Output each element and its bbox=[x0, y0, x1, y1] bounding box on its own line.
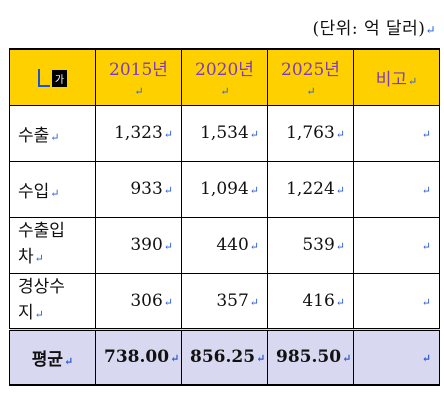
cell-value: 933 bbox=[130, 179, 163, 199]
row-label: 수출 bbox=[18, 125, 50, 146]
paragraph-mark-icon: ↵ bbox=[306, 84, 316, 98]
cell-value: 390 bbox=[130, 235, 163, 255]
header-year-label: 2015년 bbox=[109, 59, 168, 80]
paragraph-mark-icon: ↵ bbox=[134, 84, 144, 98]
table-row: 수입↵ 933↵ 1,094↵ 1,224↵ ↵ bbox=[9, 160, 440, 218]
paragraph-mark-icon: ↵ bbox=[163, 240, 173, 253]
paragraph-mark-icon: ↵ bbox=[163, 295, 173, 309]
average-label-cell[interactable]: 평균↵ bbox=[9, 327, 96, 386]
value-cell[interactable]: 933↵ bbox=[95, 160, 182, 218]
value-cell[interactable]: 1,323↵ bbox=[95, 104, 182, 162]
row-label-cell[interactable]: 수입↵ bbox=[9, 160, 96, 218]
row-label-line: 차 bbox=[18, 247, 34, 267]
paragraph-mark-icon: ↵ bbox=[335, 184, 345, 197]
row-label-line: 지 bbox=[18, 302, 34, 323]
header-year-2020[interactable]: 2020년 ↵ bbox=[181, 48, 268, 106]
average-value-cell[interactable]: 856.25↵ bbox=[181, 327, 268, 386]
cell-value: 440 bbox=[216, 235, 249, 255]
paragraph-mark-icon: ↵ bbox=[421, 352, 431, 366]
value-cell[interactable]: 1,094↵ bbox=[181, 160, 268, 218]
average-value-cell[interactable]: 985.50↵ bbox=[267, 327, 354, 386]
paragraph-mark-icon: ↵ bbox=[249, 295, 259, 309]
paragraph-mark-icon: ↵ bbox=[163, 128, 173, 141]
value-cell[interactable]: 440↵ bbox=[181, 216, 268, 274]
paragraph-mark-icon: ↵ bbox=[34, 252, 44, 265]
table-row: 경상수 지↵ 306↵ 357↵ 416↵ ↵ bbox=[9, 272, 440, 330]
header-note[interactable]: 비고↵ bbox=[353, 48, 440, 106]
average-note-cell[interactable]: ↵ bbox=[353, 327, 440, 386]
note-cell[interactable]: ↵ bbox=[353, 272, 440, 330]
cell-value: 1,323 bbox=[114, 123, 163, 143]
paragraph-mark-icon: ↵ bbox=[50, 130, 60, 144]
header-year-label: 2020년 bbox=[195, 59, 254, 80]
cell-value: 1,763 bbox=[286, 123, 335, 143]
value-cell[interactable]: 306↵ bbox=[95, 272, 182, 330]
paragraph-mark-icon: ↵ bbox=[335, 128, 345, 141]
cell-value: 1,224 bbox=[286, 179, 335, 199]
paragraph-mark-icon: ↵ bbox=[421, 184, 431, 197]
value-cell[interactable]: 1,763↵ bbox=[267, 104, 354, 162]
value-cell[interactable]: 539↵ bbox=[267, 216, 354, 274]
paragraph-mark-icon: ↵ bbox=[425, 23, 436, 37]
header-year-label: 2025년 bbox=[281, 59, 340, 80]
value-cell[interactable]: 1,224↵ bbox=[267, 160, 354, 218]
paragraph-mark-icon: ↵ bbox=[335, 295, 345, 309]
paragraph-mark-icon: ↵ bbox=[408, 74, 418, 88]
paragraph-mark-icon: ↵ bbox=[50, 186, 60, 200]
paragraph-mark-icon: ↵ bbox=[249, 240, 259, 253]
unit-note-text: (단위: 억 달러) bbox=[312, 19, 426, 39]
row-label-cell[interactable]: 수출↵ bbox=[9, 104, 96, 162]
value-cell[interactable]: 390↵ bbox=[95, 216, 182, 274]
average-row: 평균↵ 738.00↵ 856.25↵ 985.50↵ ↵ bbox=[9, 327, 440, 386]
cell-value: 416 bbox=[302, 290, 335, 311]
table-header-row: 가 2015년↵ 2020년↵ 2025년↵ 비고↵ bbox=[9, 48, 440, 106]
header-corner-cell[interactable]: 가 bbox=[9, 48, 96, 106]
cell-value: 1,094 bbox=[200, 179, 249, 199]
paragraph-mark-icon: ↵ bbox=[34, 307, 44, 321]
header-note-label: 비고 bbox=[375, 69, 408, 90]
row-label-line: 수출입 bbox=[18, 221, 65, 241]
value-cell[interactable]: 1,534↵ bbox=[181, 104, 268, 162]
paragraph-mark-icon: ↵ bbox=[256, 352, 266, 366]
input-mode-badge: 가 bbox=[51, 70, 68, 88]
average-label: 평균 bbox=[31, 349, 64, 370]
average-value-cell[interactable]: 738.00↵ bbox=[95, 327, 182, 386]
average-value: 985.50 bbox=[276, 347, 342, 368]
note-cell[interactable]: ↵ bbox=[353, 216, 440, 274]
paragraph-mark-icon: ↵ bbox=[220, 84, 230, 98]
note-cell[interactable]: ↵ bbox=[353, 160, 440, 218]
paragraph-mark-icon: ↵ bbox=[170, 352, 180, 366]
header-year-2015[interactable]: 2015년 ↵ bbox=[95, 48, 182, 106]
header-year-2025[interactable]: 2025년 ↵ bbox=[267, 48, 354, 106]
table-row: 수출입 차↵ 390↵ 440↵ 539↵ ↵ bbox=[9, 216, 440, 274]
table-row: 수출↵ 1,323↵ 1,534↵ 1,763↵ ↵ bbox=[9, 104, 440, 162]
data-table: 가 2015년↵ 2020년↵ 2025년↵ 비고↵ 수출↵ 1,323↵ 1,… bbox=[9, 48, 440, 386]
note-cell[interactable]: ↵ bbox=[353, 104, 440, 162]
text-cursor-icon bbox=[37, 68, 50, 87]
cell-value: 1,534 bbox=[200, 123, 249, 143]
cell-value: 539 bbox=[302, 235, 335, 255]
paragraph-mark-icon: ↵ bbox=[421, 240, 431, 253]
paragraph-mark-icon: ↵ bbox=[249, 128, 259, 141]
paragraph-mark-icon: ↵ bbox=[421, 295, 431, 309]
paragraph-mark-icon: ↵ bbox=[421, 128, 431, 141]
paragraph-mark-icon: ↵ bbox=[64, 354, 74, 368]
cell-value: 306 bbox=[130, 290, 163, 311]
paragraph-mark-icon: ↵ bbox=[335, 240, 345, 253]
average-value: 856.25 bbox=[190, 347, 256, 368]
cell-value: 357 bbox=[216, 290, 249, 311]
paragraph-mark-icon: ↵ bbox=[163, 184, 173, 197]
value-cell[interactable]: 416↵ bbox=[267, 272, 354, 330]
row-label: 수입 bbox=[18, 181, 50, 202]
paragraph-mark-icon: ↵ bbox=[249, 184, 259, 197]
average-value: 738.00 bbox=[104, 347, 170, 368]
unit-note: (단위: 억 달러)↵ bbox=[312, 14, 436, 39]
value-cell[interactable]: 357↵ bbox=[181, 272, 268, 330]
row-label-line: 경상수 bbox=[18, 276, 65, 297]
paragraph-mark-icon: ↵ bbox=[342, 352, 352, 366]
